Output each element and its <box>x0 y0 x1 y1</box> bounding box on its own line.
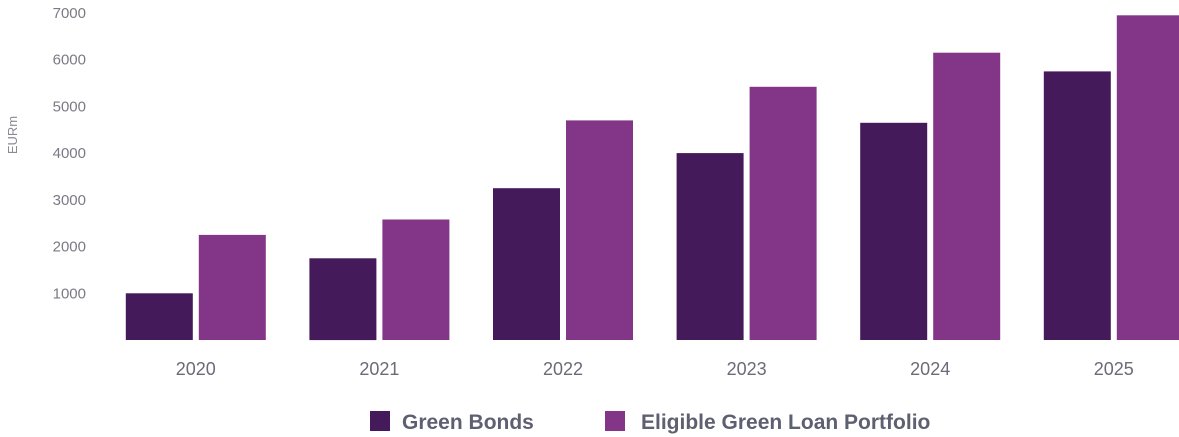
bar-green-bonds-2022 <box>493 188 560 340</box>
bar-eligible-green-loan-portfolio-2021 <box>382 219 450 340</box>
bar-eligible-green-loan-portfolio-2024 <box>933 52 1001 340</box>
x-axis-labels: 2020 2021 2022 2023 2024 2025 <box>176 359 1134 379</box>
y-tick-label: 4000 <box>53 145 86 162</box>
y-tick-label: 3000 <box>53 192 86 209</box>
y-tick-label: 5000 <box>53 98 86 115</box>
y-tick-label: 1000 <box>53 285 86 302</box>
bar-green-bonds-2021 <box>309 258 377 341</box>
y-tick-label: 2000 <box>53 239 86 256</box>
legend-swatch <box>605 411 625 431</box>
bar-green-bonds-2024 <box>860 122 928 340</box>
y-axis-ticks: 1000 2000 3000 4000 5000 6000 7000 <box>53 5 86 302</box>
legend-swatch <box>370 411 390 431</box>
y-tick-label: 6000 <box>53 52 86 69</box>
x-tick-label: 2022 <box>543 359 583 379</box>
x-tick-label: 2024 <box>910 359 950 379</box>
legend-label: Green Bonds <box>402 411 534 434</box>
bar-marks <box>125 15 1179 341</box>
x-tick-label: 2025 <box>1094 359 1134 379</box>
legend-label: Eligible Green Loan Portfolio <box>641 411 930 434</box>
bar-green-bonds-2020 <box>125 293 193 340</box>
legend: Green Bonds Eligible Green Loan Portfolio <box>370 411 930 434</box>
y-axis-title: EURm <box>5 116 20 154</box>
x-tick-label: 2023 <box>727 359 767 379</box>
bar-eligible-green-loan-portfolio-2020 <box>198 234 266 340</box>
y-tick-label: 7000 <box>53 5 86 22</box>
bar-green-bonds-2023 <box>676 153 744 340</box>
x-tick-label: 2021 <box>359 359 399 379</box>
x-tick-label: 2020 <box>176 359 216 379</box>
bar-eligible-green-loan-portfolio-2022 <box>566 120 633 341</box>
bar-green-bonds-2025 <box>1043 71 1111 341</box>
bar-eligible-green-loan-portfolio-2025 <box>1116 15 1179 341</box>
bar-eligible-green-loan-portfolio-2023 <box>749 86 817 340</box>
